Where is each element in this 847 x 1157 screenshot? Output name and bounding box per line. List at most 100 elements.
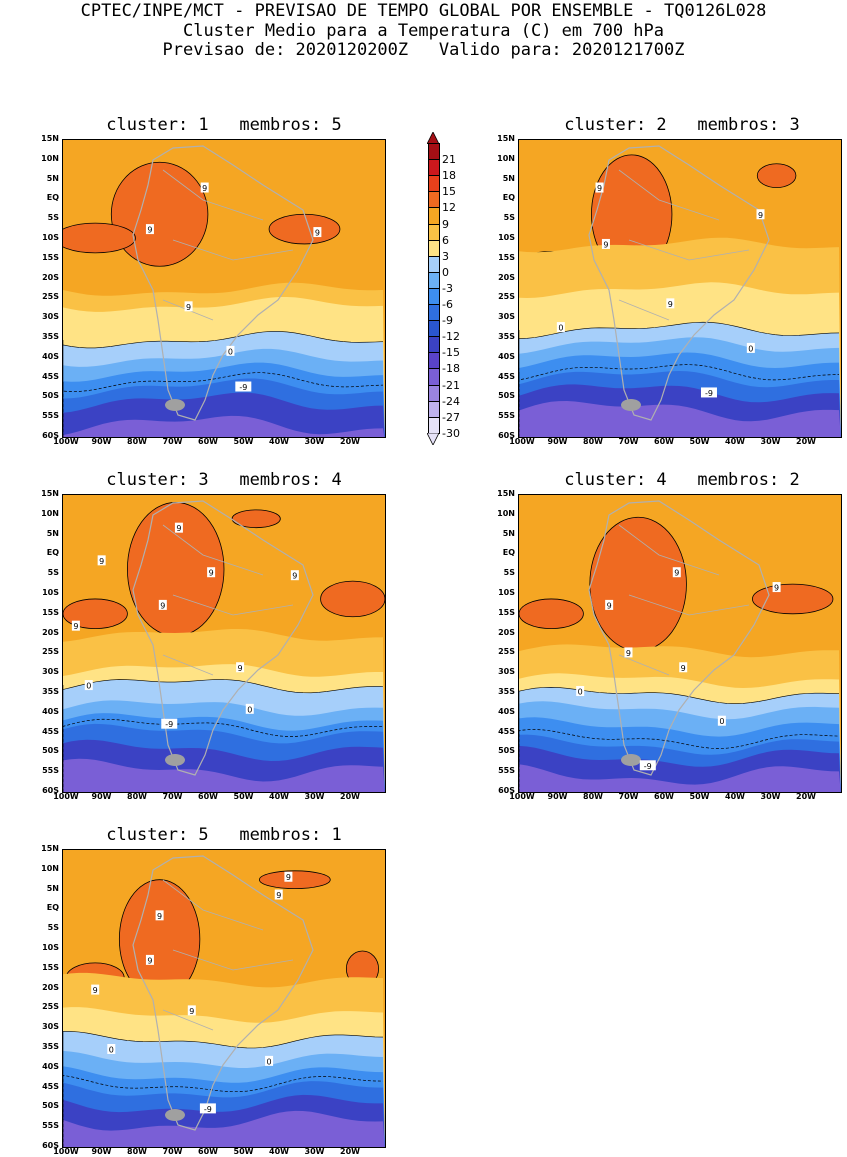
colorbar-label: -3 [442, 281, 453, 295]
longitude-label: 40W [269, 1147, 289, 1156]
contour-label: 9 [601, 238, 610, 249]
svg-text:9: 9 [286, 873, 291, 882]
zero-contour [63, 331, 384, 437]
temperature-band [63, 758, 385, 792]
map-area: 9 9 9 9 0 0 -9 [518, 139, 842, 438]
latitude-label: 5S [503, 213, 515, 223]
svg-text:9: 9 [147, 956, 152, 965]
contour-label: 0 [746, 342, 755, 353]
latitude-label: 50S [42, 1101, 59, 1111]
tierra-del-fuego [165, 1109, 185, 1121]
temperature-field: 9 9 9 9 0 -9 [63, 140, 385, 437]
temperature-band [63, 415, 385, 437]
svg-text:9: 9 [758, 211, 763, 220]
svg-text:9: 9 [668, 300, 673, 309]
longitude-label: 20W [340, 1147, 360, 1156]
latitude-label: 30S [498, 312, 515, 322]
svg-text:9: 9 [276, 891, 281, 900]
contour-label: 0 [245, 703, 254, 714]
contour-label: 9 [71, 620, 80, 631]
country-borders [618, 169, 750, 321]
svg-text:9: 9 [209, 569, 214, 578]
svg-text:9: 9 [99, 557, 104, 566]
svg-text:-9: -9 [644, 762, 652, 771]
latitude-label: 45S [42, 726, 59, 736]
latitude-label: 60S [498, 431, 515, 440]
panel-title: cluster: 1 membros: 5 [106, 115, 342, 135]
warm-region [259, 870, 331, 890]
contour-label: -9 [161, 718, 178, 729]
colorbar-segment [428, 287, 440, 305]
latitude-label: 15N [41, 844, 59, 853]
latitude-label: 5S [47, 213, 59, 223]
longitude-label: 80W [127, 1147, 147, 1156]
longitude-label: 40W [725, 792, 745, 801]
latitude-label: 5N [502, 528, 515, 538]
longitude-label: 30W [304, 1147, 325, 1156]
svg-text:9: 9 [626, 649, 631, 658]
contour-label: 9 [756, 209, 765, 220]
latitude-label: 40S [42, 351, 59, 361]
warm-region [320, 580, 385, 618]
longitude-label: 20W [340, 437, 360, 446]
longitude-label: 50W [233, 437, 254, 446]
latitude-label: 15N [41, 134, 59, 143]
country-borders [162, 524, 294, 676]
map-area: 9 9 9 9 0 -9 [62, 139, 386, 438]
colorbar-label: -9 [442, 314, 453, 328]
latitude-label: EQ [46, 193, 59, 203]
svg-text:0: 0 [748, 344, 753, 353]
latitude-label: 10N [41, 508, 59, 518]
svg-text:0: 0 [558, 324, 563, 333]
minus-nine-contour [519, 364, 840, 437]
svg-text:9: 9 [674, 569, 679, 578]
latitude-label: 20S [42, 272, 59, 282]
colorbar-label: 12 [442, 201, 456, 215]
contour-label: 9 [284, 871, 293, 882]
longitude-label: 90W [91, 437, 112, 446]
longitude-label: 100W [53, 437, 79, 446]
zero-contour [519, 686, 840, 792]
colorbar-segment [428, 239, 440, 257]
contour-label: 9 [158, 599, 167, 610]
temperature-field: 9 9 9 9 9 0 0 -9 [519, 495, 841, 792]
longitude-label: 90W [91, 1147, 112, 1156]
longitude-label: 70W [162, 437, 183, 446]
map-area: 9 9 9 9 9 0 0 -9 [518, 494, 842, 793]
latitude-label: 5N [502, 173, 515, 183]
latitude-label: 15N [41, 489, 59, 498]
contour-label: 9 [97, 555, 106, 566]
svg-text:0: 0 [578, 688, 583, 697]
latitude-label: EQ [502, 193, 515, 203]
zero-contour [63, 1031, 384, 1147]
latitude-label: 5N [46, 173, 59, 183]
svg-text:9: 9 [157, 912, 162, 921]
longitude-label: 80W [127, 792, 147, 801]
longitude-label: 100W [509, 437, 535, 446]
colorbar-segment [428, 191, 440, 209]
contour-label: 9 [145, 224, 154, 235]
svg-text:9: 9 [160, 601, 165, 610]
warm-region [756, 163, 797, 188]
svg-text:0: 0 [228, 347, 233, 356]
contour-label: 9 [145, 954, 154, 965]
latitude-label: 55S [498, 411, 515, 421]
latitude-label: 60S [42, 786, 59, 795]
svg-text:-9: -9 [705, 389, 713, 398]
latitude-label: 15S [498, 252, 515, 262]
latitude-label: 5S [47, 568, 59, 578]
svg-text:9: 9 [147, 226, 152, 235]
contour-label: 9 [666, 298, 675, 309]
map-area: 9 9 9 9 9 9 0 0 -9 [62, 849, 386, 1148]
latitude-label: 10N [41, 153, 59, 163]
latitude-label: 25S [498, 647, 515, 657]
latitude-label: 40S [42, 706, 59, 716]
contour-label: 0 [84, 680, 93, 691]
temperature-band [519, 401, 841, 437]
colorbar-segment [428, 400, 440, 418]
latitude-label: EQ [46, 903, 59, 913]
contour-label: -9 [639, 760, 656, 771]
longitude-label: 30W [304, 792, 325, 801]
latitude-label: 40S [498, 706, 515, 716]
latitude-label: 20S [498, 627, 515, 637]
